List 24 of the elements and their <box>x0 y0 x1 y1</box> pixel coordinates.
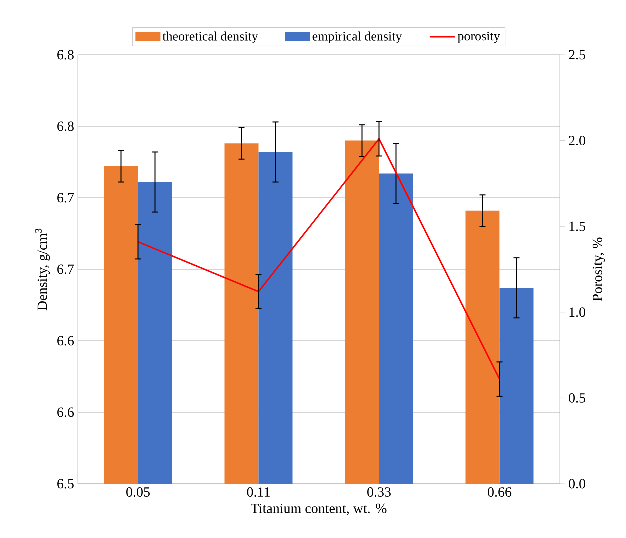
y-tick-label: 6.7 <box>58 264 74 274</box>
y2-tick-label: 0.0 <box>569 479 586 489</box>
legend-label: empirical density <box>312 32 402 44</box>
y-tick-label: 6.6 <box>58 408 74 418</box>
legend-label: porosity <box>458 32 500 44</box>
y2-tick-label: 2.5 <box>569 50 586 60</box>
x-tick-label: 0.33 <box>368 488 391 498</box>
y-tick-label: 6.6 <box>58 336 74 346</box>
x-tick-label: 0.66 <box>488 488 512 498</box>
x-tick-label: 0.11 <box>247 488 270 498</box>
y-tick-label: 6.7 <box>58 193 74 203</box>
y2-tick-label: 1.5 <box>570 222 586 232</box>
legend-label: theoretical density <box>162 32 258 44</box>
y-tick-label: 6.8 <box>58 50 74 60</box>
line-series <box>138 138 501 380</box>
y-axis-title: Density, g/cm$^{3}$ <box>35 228 50 311</box>
y2-tick-label: 0.5 <box>569 393 586 403</box>
y2-axis-title: Porosity, % <box>592 238 606 302</box>
x-tick-label: 0.05 <box>126 488 150 498</box>
y-tick-label: 6.8 <box>58 122 74 132</box>
x-axis-title: Titanium content, wt. % <box>251 504 387 516</box>
y-tick-label: 6.5 <box>58 479 74 489</box>
y2-tick-label: 2.0 <box>569 136 586 146</box>
y2-tick-label: 1.0 <box>570 308 586 318</box>
